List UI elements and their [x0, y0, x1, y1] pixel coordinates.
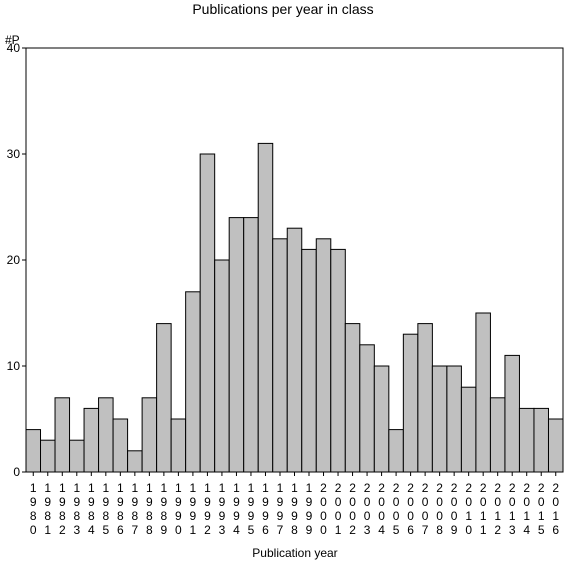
bar-1988 — [141, 397, 158, 473]
x-axis: 1 9 8 0 1 9 8 1 1 9 8 2 1 9 8 3 1 9 8 4 1 9 8 5 1 9 8 6 1 9 8 7 1 9 8 8 1 9 8 9… — [30, 472, 559, 537]
bar-1996 — [257, 142, 274, 473]
bar-1982 — [54, 397, 71, 473]
bar-1980 — [25, 429, 42, 473]
bar-2009 — [446, 365, 462, 473]
bar-1990 — [170, 418, 187, 473]
bar-2012 — [489, 397, 506, 473]
bar-2007 — [417, 323, 433, 473]
bar-1991 — [185, 291, 201, 473]
bar-2003 — [359, 344, 375, 473]
bar-2004 — [373, 365, 390, 473]
y-tick-label: 40 — [7, 41, 21, 55]
bar-1985 — [98, 397, 114, 473]
bar-1995 — [243, 217, 259, 473]
y-tick-label: 10 — [7, 359, 21, 373]
bar-2002 — [344, 323, 361, 473]
plot-frame — [25, 47, 564, 473]
bar-1984 — [83, 407, 100, 473]
bar-2016 — [547, 418, 564, 473]
y-axis-label: #P — [5, 33, 20, 47]
bar-2005 — [388, 429, 404, 473]
bar-1989 — [156, 323, 172, 473]
bar-1987 — [127, 450, 143, 473]
bar-1997 — [272, 238, 288, 473]
bar-2006 — [402, 333, 419, 473]
bar-1999 — [301, 248, 317, 473]
bar-2001 — [330, 248, 346, 473]
x-axis-label: Publication year — [252, 546, 337, 560]
bar-2015 — [533, 407, 549, 473]
y-tick-label: 30 — [7, 147, 21, 161]
y-tick-label: 20 — [7, 253, 21, 267]
y-tick-label: 0 — [13, 465, 20, 479]
bar-2008 — [431, 365, 448, 473]
bar-1998 — [286, 227, 303, 473]
bar-2000 — [315, 238, 332, 473]
bar-1983 — [69, 439, 85, 473]
bars-group — [25, 142, 564, 473]
bar-2011 — [475, 312, 491, 473]
bar-1992 — [199, 153, 216, 473]
bar-2010 — [460, 386, 477, 473]
bar-2013 — [504, 354, 520, 473]
bar-1986 — [112, 418, 129, 473]
bar-2014 — [518, 407, 535, 473]
bar-1993 — [214, 259, 230, 473]
bar-1994 — [228, 217, 245, 473]
y-axis: 0 10 20 30 40 — [7, 41, 26, 479]
bar-1981 — [40, 439, 56, 473]
chart-title: Publications per year in class — [192, 1, 373, 17]
